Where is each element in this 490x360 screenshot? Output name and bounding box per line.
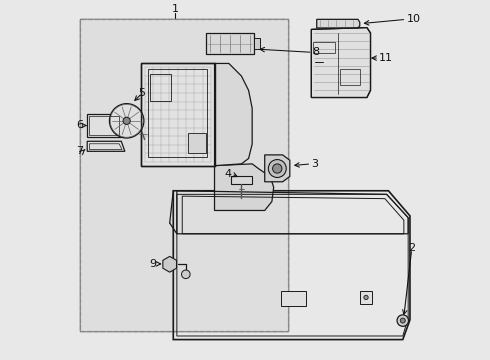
Text: 11: 11 — [379, 53, 393, 63]
Polygon shape — [215, 164, 274, 211]
Circle shape — [181, 270, 190, 279]
Bar — [80, 19, 288, 330]
Circle shape — [123, 117, 130, 125]
Bar — [148, 69, 207, 157]
Bar — [141, 63, 215, 166]
Polygon shape — [163, 256, 176, 272]
Bar — [141, 63, 215, 166]
Bar — [80, 19, 288, 330]
Bar — [281, 291, 306, 306]
Bar — [89, 116, 119, 135]
Circle shape — [109, 104, 144, 138]
Text: 6: 6 — [76, 121, 83, 130]
Text: 8: 8 — [313, 47, 319, 57]
Polygon shape — [87, 114, 122, 137]
Text: 5: 5 — [139, 88, 146, 98]
Text: 2: 2 — [408, 243, 415, 253]
Polygon shape — [215, 63, 252, 166]
Circle shape — [364, 295, 368, 300]
Polygon shape — [231, 176, 252, 184]
Polygon shape — [265, 155, 290, 182]
Bar — [205, 33, 254, 54]
Circle shape — [272, 164, 282, 173]
Bar — [360, 291, 372, 304]
Circle shape — [269, 159, 286, 177]
Bar — [340, 69, 360, 85]
Circle shape — [400, 318, 405, 323]
Polygon shape — [87, 141, 125, 151]
Bar — [313, 42, 335, 53]
Text: 10: 10 — [406, 14, 420, 24]
Text: 7: 7 — [76, 146, 83, 156]
Polygon shape — [311, 28, 370, 98]
Polygon shape — [317, 19, 360, 28]
Text: 9: 9 — [149, 259, 156, 269]
Text: 4: 4 — [224, 169, 231, 179]
Bar — [188, 134, 205, 153]
Bar — [254, 39, 260, 49]
Circle shape — [397, 315, 409, 326]
Text: 3: 3 — [311, 159, 318, 169]
Bar — [150, 74, 172, 101]
Text: 1: 1 — [172, 4, 178, 14]
